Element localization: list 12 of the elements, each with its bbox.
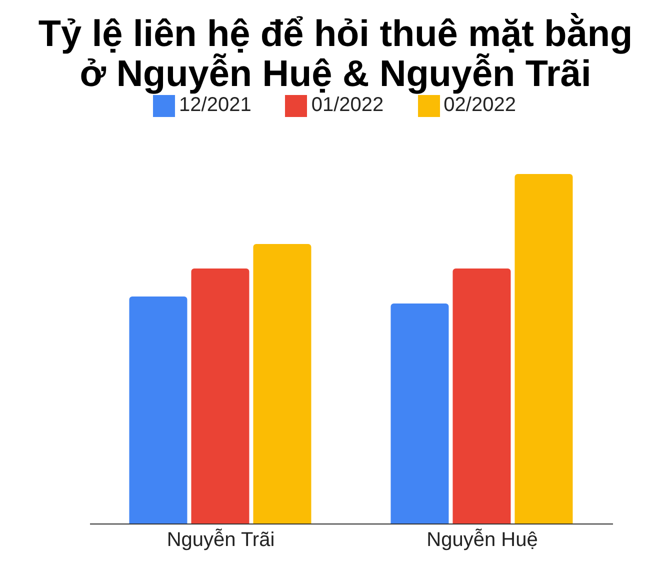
bar [452,268,511,524]
bar [129,296,188,524]
bar [191,268,250,524]
legend-label: 02/2022 [444,94,516,116]
bar [390,304,449,524]
legend-label: 12/2021 [179,94,252,116]
chart-title: Tỷ lệ liên hệ để hỏi thuê mặt bằng ở Nguyễn Huệ & Nguyễn Trãi [37,13,634,94]
x-tick-label: Nguyễn Huệ [426,528,538,552]
x-tick-label: Nguyễn Trãi [166,528,275,552]
legend-label: 01/2022 [311,94,384,116]
bar [253,244,312,524]
bar [514,174,573,524]
